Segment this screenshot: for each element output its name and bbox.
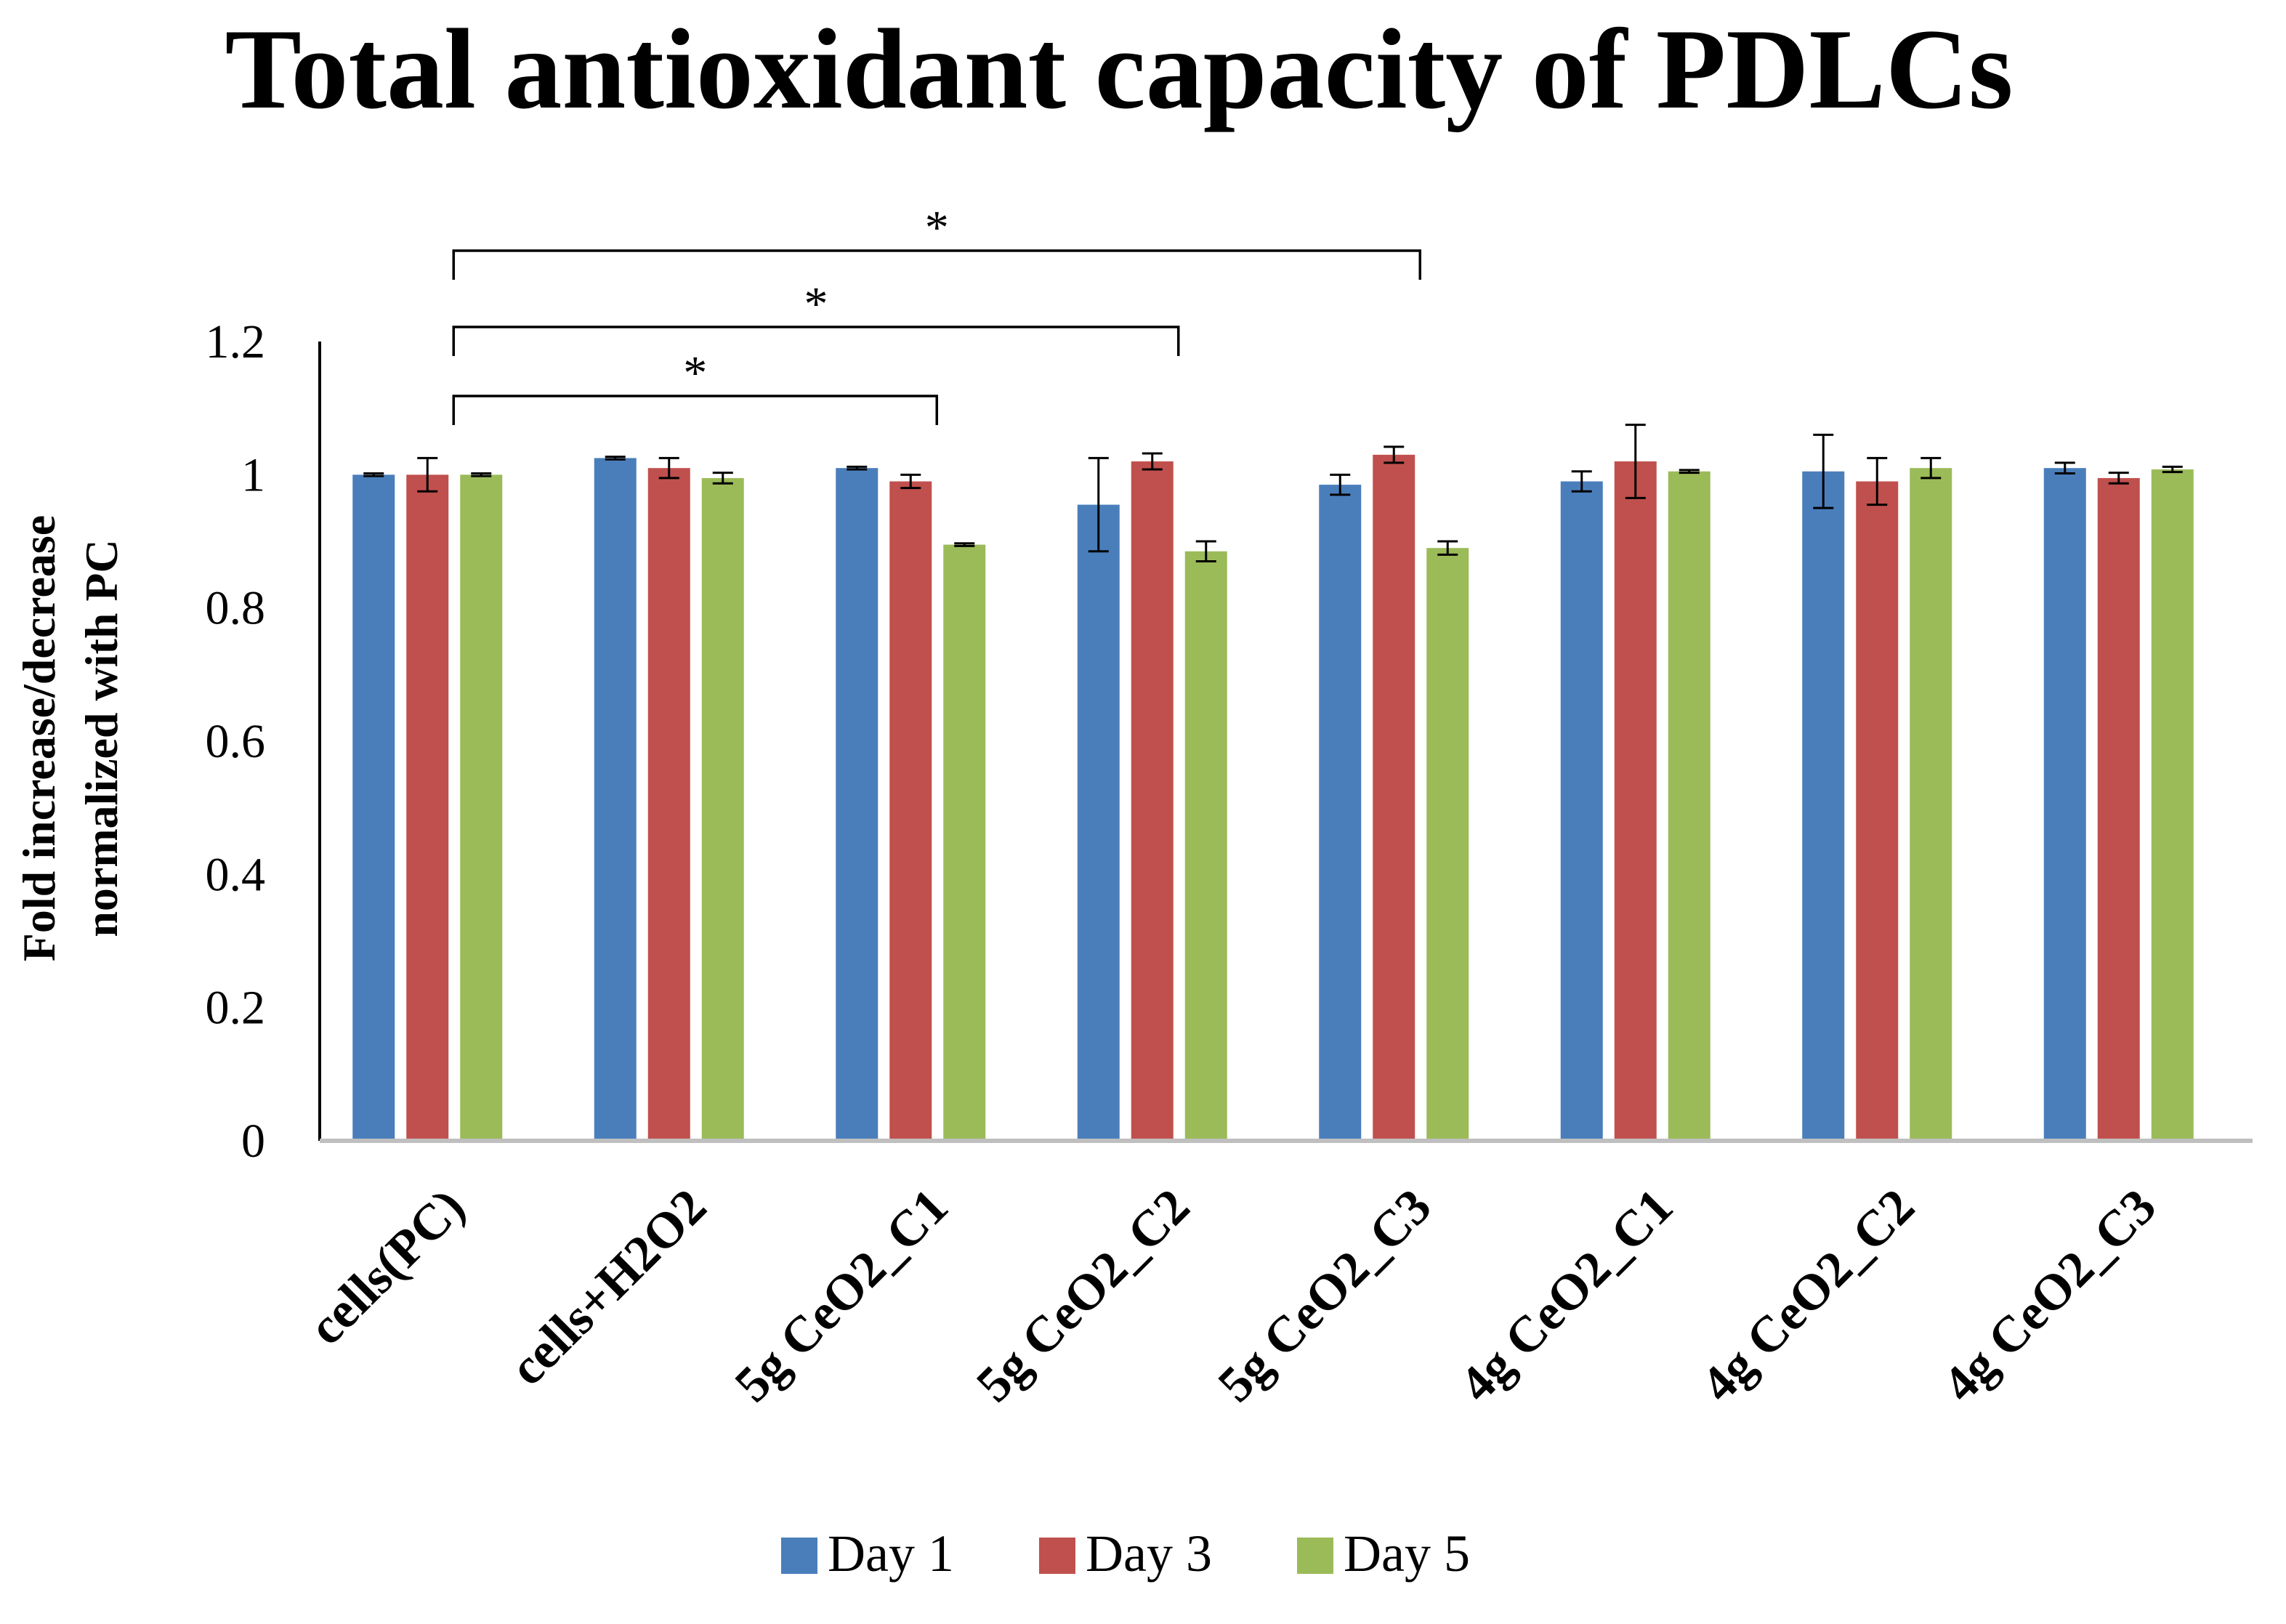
bar: [1614, 461, 1657, 1141]
y-tick-label: 0.8: [206, 582, 266, 635]
bars: [352, 454, 2194, 1141]
bar: [1802, 471, 1845, 1141]
significance-bracket: [452, 326, 1180, 356]
y-axis-label-line2: normalized with PC: [76, 539, 127, 937]
y-tick-label: 1.2: [206, 315, 266, 368]
bar: [1319, 485, 1362, 1141]
y-tick-label: 1: [241, 448, 265, 501]
x-tick-label: cells+H2O2: [499, 1179, 717, 1397]
significance-bracket: [452, 249, 1421, 280]
y-tick-label: 0.4: [206, 848, 266, 901]
bar: [2043, 468, 2086, 1141]
bar: [406, 474, 449, 1141]
bar: [647, 468, 690, 1141]
bar: [352, 474, 395, 1141]
bar: [460, 474, 503, 1141]
y-tick-label: 0: [241, 1115, 265, 1168]
bar: [1131, 461, 1174, 1141]
bar: [594, 458, 637, 1141]
bar: [1856, 481, 1899, 1141]
error-bars: [363, 424, 2183, 562]
bar: [1373, 454, 1415, 1141]
chart-title: Total antioxidant capacity of PDLCs: [225, 6, 2014, 133]
bar: [2151, 469, 2194, 1141]
significance-star: *: [925, 201, 949, 254]
bar: [1426, 548, 1469, 1141]
bar: [943, 544, 986, 1141]
legend-label: Day 3: [1086, 1524, 1212, 1583]
significance-star: *: [683, 347, 707, 400]
significance-brackets: * * *: [452, 201, 1421, 425]
significance-bracket: [452, 395, 938, 425]
bar: [1560, 481, 1603, 1141]
x-tick-label: 4g CeO2_C2: [1691, 1179, 1926, 1413]
bar: [1184, 551, 1227, 1141]
bar: [1910, 468, 1952, 1141]
legend-swatch: [781, 1538, 817, 1574]
x-tick-label: 5g CeO2_C3: [1208, 1179, 1442, 1413]
bar: [1668, 471, 1711, 1141]
x-tick-label: 5g CeO2_C1: [724, 1179, 959, 1413]
legend-label: Day 1: [828, 1524, 954, 1583]
legend-label: Day 5: [1344, 1524, 1470, 1583]
x-tick-label: 5g CeO2_C2: [966, 1179, 1201, 1413]
y-axis-ticks: 0 0.2 0.4 0.6 0.8 1 1.2: [206, 315, 266, 1168]
y-tick-label: 0.6: [206, 715, 266, 768]
legend: Day 1 Day 3 Day 5: [781, 1524, 1470, 1583]
y-tick-label: 0.2: [206, 982, 266, 1035]
x-axis-tick-labels: cells(PC) cells+H2O2 5g CeO2_C1 5g CeO2_C2 5…: [298, 1179, 2167, 1413]
bar: [701, 477, 744, 1141]
x-tick-label: 4g CeO2_C1: [1450, 1179, 1684, 1413]
bar: [1077, 504, 1120, 1141]
x-tick-label: 4g CeO2_C3: [1933, 1179, 2168, 1413]
y-axis-label-line1: Fold increase/decrease: [13, 515, 65, 961]
bar: [889, 481, 932, 1141]
bar: [836, 468, 879, 1141]
x-tick-label: cells(PC): [298, 1179, 475, 1356]
significance-star: *: [804, 278, 828, 331]
legend-swatch: [1297, 1538, 1333, 1574]
legend-swatch: [1039, 1538, 1075, 1574]
bar: [2097, 477, 2140, 1141]
